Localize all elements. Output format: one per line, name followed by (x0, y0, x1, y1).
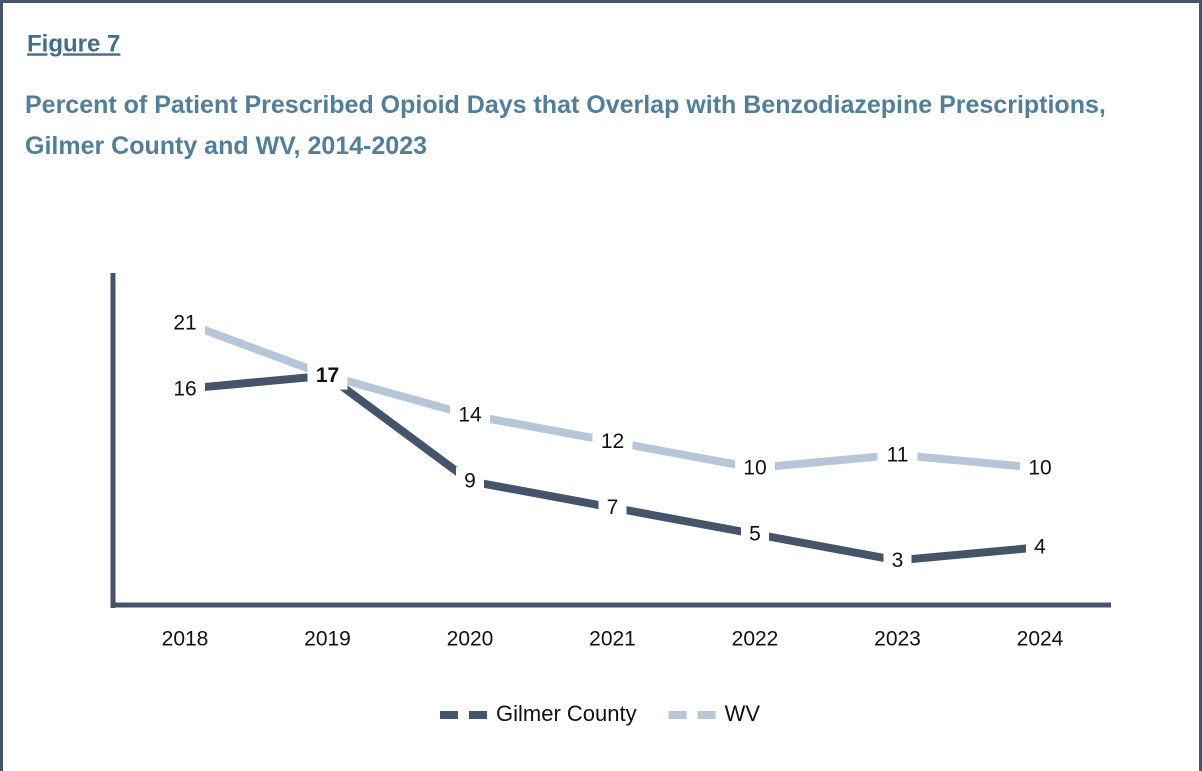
data-label: 10 (743, 457, 766, 480)
data-label: 17 (316, 364, 339, 387)
data-label: 16 (173, 377, 196, 400)
legend-label: WV (725, 701, 761, 726)
data-label: 21 (173, 311, 196, 334)
data-label: 12 (601, 430, 624, 453)
label-bg (1026, 533, 1054, 562)
x-tick-label: 2018 (162, 628, 209, 651)
data-label: 10 (1028, 457, 1051, 480)
label-bg (741, 520, 769, 548)
label-bg (1020, 454, 1060, 482)
label-bg (165, 374, 205, 403)
data-label: 7 (607, 496, 619, 519)
label-bg (165, 308, 205, 337)
label-bg (877, 440, 918, 469)
data-label: 4 (1034, 536, 1046, 559)
x-tick-label: 2023 (874, 628, 921, 651)
label-bg (456, 467, 484, 496)
data-label: 9 (464, 470, 476, 493)
label-bg (735, 454, 775, 482)
data-label: 11 (887, 443, 909, 466)
label-bg (450, 401, 490, 430)
figure-label: Figure 7 (27, 30, 120, 57)
x-tick-label: 2024 (1017, 628, 1064, 651)
data-label: 5 (749, 523, 761, 546)
x-tick-label: 2020 (447, 628, 494, 651)
x-tick-label: 2019 (304, 628, 351, 651)
chart: Figure 7 Percent of Patient Prescribed O… (25, 30, 1111, 726)
label-bg (598, 493, 627, 522)
x-tick-label: 2021 (589, 628, 636, 651)
label-bg (592, 427, 633, 456)
chart-title: Percent of Patient Prescribed Opioid Day… (25, 91, 1106, 160)
x-tick-label: 2022 (732, 628, 779, 651)
legend-label: Gilmer County (496, 701, 637, 726)
data-label: 14 (458, 404, 482, 427)
data-label: 3 (892, 549, 904, 572)
title-box: Percent of Patient Prescribed Opioid Day… (25, 91, 1106, 160)
label-bg (883, 546, 912, 575)
label-bg (307, 361, 348, 390)
